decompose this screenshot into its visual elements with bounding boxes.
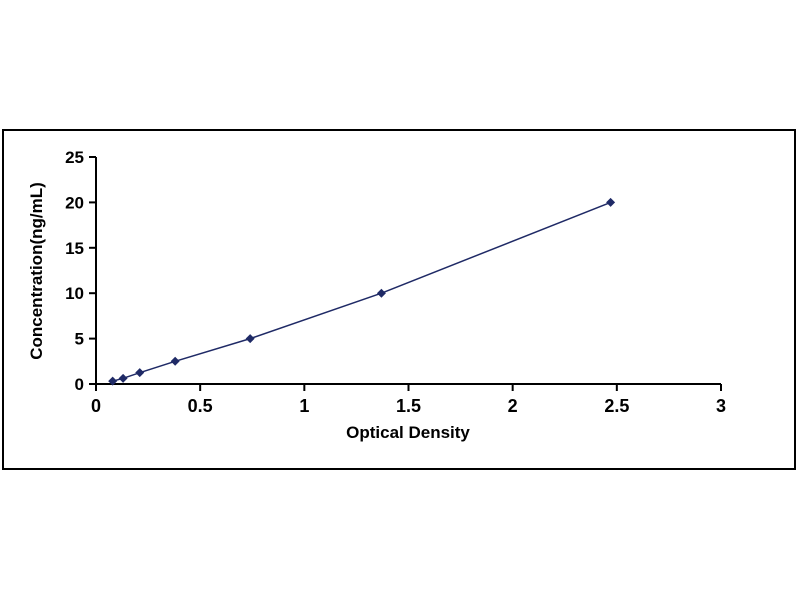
data-point-marker: [606, 197, 616, 207]
standard-curve-figure: 0 0.5 1 1.5 2 2.5 3 0 5 10 15 20 25 Concentration(ng…: [2, 129, 796, 470]
data-point-marker: [376, 288, 386, 298]
axis-lines: [95, 157, 721, 385]
y-tick-label: 15: [65, 239, 84, 258]
data-line: [112, 201, 611, 382]
line-chart: 0 0.5 1 1.5 2 2.5 3 0 5 10 15 20 25: [65, 148, 726, 416]
x-tick-label: 2.5: [604, 396, 629, 416]
x-tick-label: 2: [508, 396, 518, 416]
x-tick-label: 0.5: [188, 396, 213, 416]
data-point-marker: [118, 373, 128, 383]
y-tick-label: 0: [75, 375, 84, 394]
y-tick-label: 5: [75, 330, 84, 349]
data-point-marker: [135, 368, 145, 378]
y-tick-label: 10: [65, 284, 84, 303]
x-tick-label: 1.5: [396, 396, 421, 416]
y-tick-label: 25: [65, 148, 84, 167]
x-axis-title: Optical Density: [346, 423, 470, 442]
y-axis-title: Concentration(ng/mL): [27, 182, 46, 360]
data-point-marker: [245, 334, 255, 344]
data-point-marker: [108, 376, 118, 386]
x-tick-label: 3: [716, 396, 726, 416]
x-tick-label: 1: [299, 396, 309, 416]
y-tick-label: 20: [65, 193, 84, 212]
x-tick-label: 0: [91, 396, 101, 416]
data-point-marker: [170, 356, 180, 366]
